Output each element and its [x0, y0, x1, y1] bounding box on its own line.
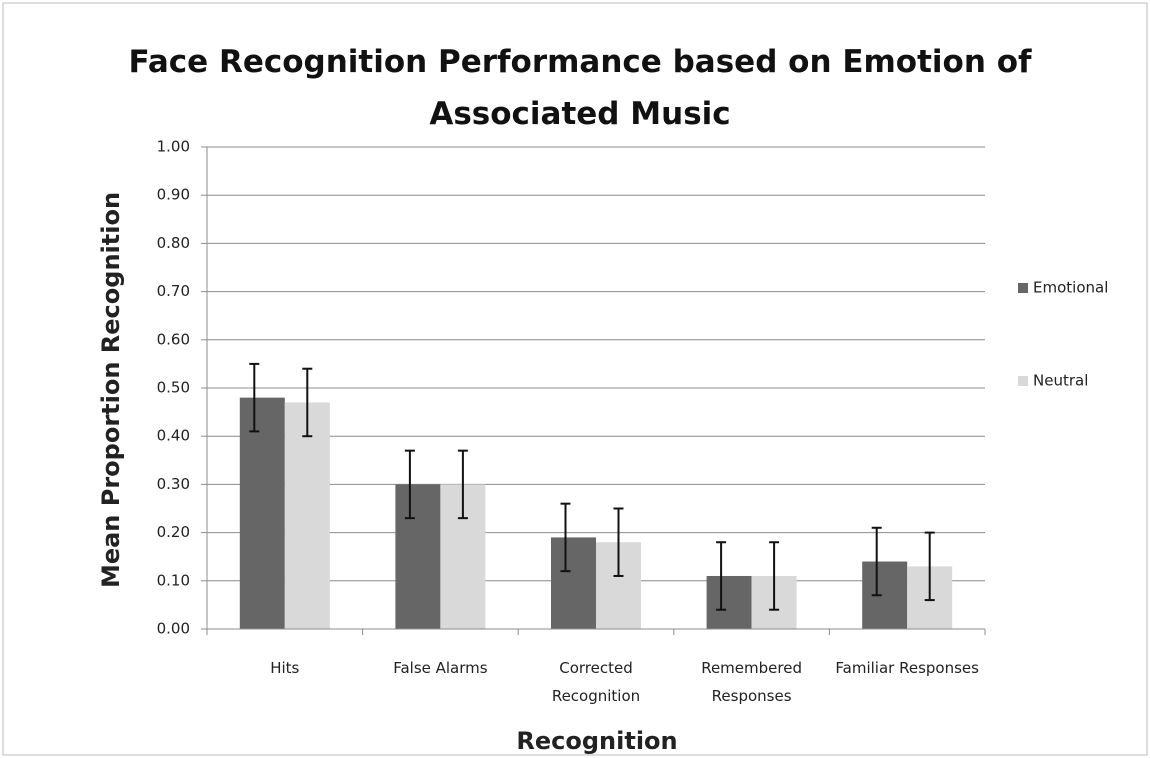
x-tick-label: Hits — [270, 659, 300, 677]
y-tick-label: 1.00 — [157, 138, 190, 156]
error-bar — [404, 449, 415, 520]
error-bar — [560, 502, 571, 573]
y-tick-label: 0.80 — [157, 234, 190, 252]
bar — [862, 561, 908, 629]
x-tick-label: Corrected Recognition — [551, 659, 641, 705]
x-tick-label: False Alarms — [393, 659, 488, 677]
bar — [284, 402, 330, 629]
error-bar — [249, 362, 260, 433]
legend-label: Neutral — [1033, 372, 1088, 390]
y-tick-label: 0.00 — [157, 620, 190, 638]
y-tick-label: 0.10 — [157, 571, 190, 589]
error-bar — [302, 367, 313, 438]
x-tick-label: Remembered Responses — [701, 659, 802, 705]
bar — [239, 397, 285, 629]
y-tick-label: 0.20 — [157, 523, 190, 541]
error-bar — [769, 541, 780, 611]
legend-label: Emotional — [1033, 279, 1108, 297]
legend-swatch — [1018, 283, 1028, 293]
bar — [395, 484, 441, 629]
chart-title: Face Recognition Performance based on Em… — [128, 44, 1032, 132]
y-tick-label: 0.70 — [157, 282, 190, 300]
legend-swatch — [1018, 376, 1028, 386]
y-tick-label: 0.40 — [157, 427, 190, 445]
error-bar — [457, 449, 468, 520]
y-tick-label: 0.30 — [157, 475, 190, 493]
y-axis-label: Mean Proportion Recognition — [97, 192, 125, 588]
bar — [706, 575, 752, 629]
x-tick-label: Familiar Responses — [835, 659, 979, 677]
error-bar — [613, 507, 624, 577]
y-tick-label: 0.90 — [157, 186, 190, 204]
y-tick-label: 0.50 — [157, 379, 190, 397]
error-bar — [924, 531, 935, 602]
x-axis-label: Recognition — [516, 727, 677, 755]
error-bar — [871, 526, 882, 597]
y-tick-label: 0.60 — [157, 330, 190, 348]
error-bar — [716, 541, 727, 611]
bar — [551, 537, 596, 629]
